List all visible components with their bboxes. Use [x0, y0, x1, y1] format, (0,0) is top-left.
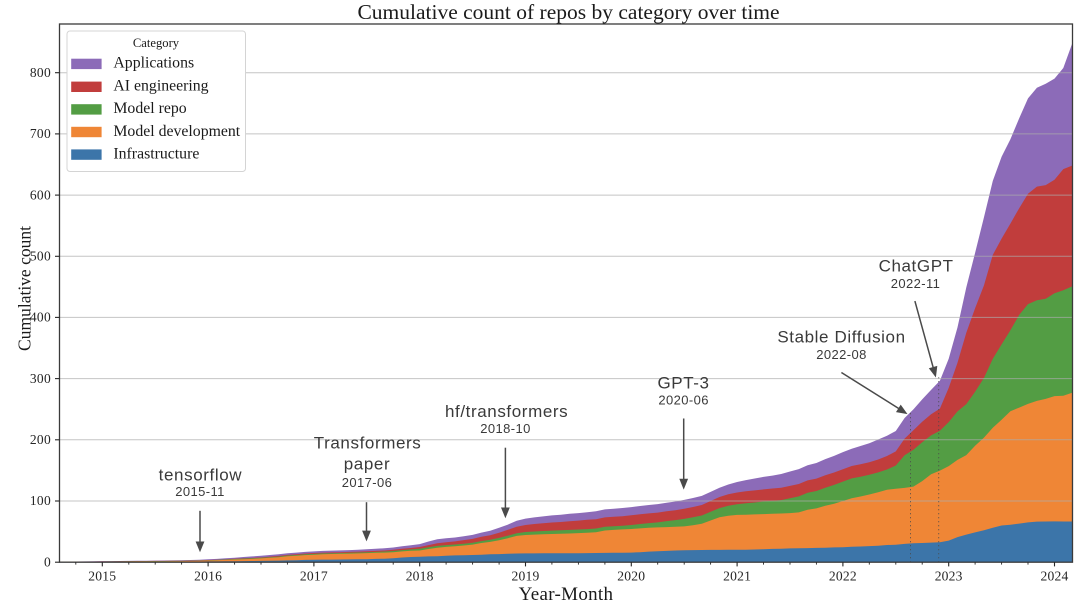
- svg-text:Cumulative count: Cumulative count: [15, 226, 35, 351]
- svg-text:2019: 2019: [512, 568, 540, 583]
- svg-text:200: 200: [30, 432, 51, 447]
- svg-text:2022-11: 2022-11: [891, 276, 941, 291]
- svg-text:2018-10: 2018-10: [480, 421, 531, 436]
- svg-text:500: 500: [30, 249, 51, 264]
- svg-text:100: 100: [30, 493, 51, 508]
- svg-text:Transformers: Transformers: [314, 433, 422, 452]
- svg-text:600: 600: [30, 187, 51, 202]
- svg-text:700: 700: [30, 126, 51, 141]
- svg-text:Cumulative count of repos by c: Cumulative count of repos by category ov…: [357, 0, 779, 24]
- svg-text:2020: 2020: [617, 568, 645, 583]
- svg-text:Applications: Applications: [113, 55, 194, 72]
- svg-text:2016: 2016: [194, 568, 222, 583]
- svg-text:paper: paper: [344, 455, 390, 474]
- svg-text:tensorflow: tensorflow: [159, 466, 243, 485]
- svg-text:800: 800: [30, 65, 51, 80]
- svg-text:Year-Month: Year-Month: [519, 584, 614, 605]
- svg-text:2017: 2017: [300, 568, 328, 583]
- svg-text:2023: 2023: [935, 568, 963, 583]
- svg-text:GPT-3: GPT-3: [657, 373, 709, 392]
- svg-text:2017-06: 2017-06: [342, 475, 393, 490]
- svg-text:ChatGPT: ChatGPT: [879, 256, 954, 275]
- svg-text:2024: 2024: [1041, 568, 1069, 583]
- svg-text:Category: Category: [133, 36, 180, 50]
- svg-text:hf/transformers: hf/transformers: [445, 402, 568, 421]
- svg-text:400: 400: [30, 310, 51, 325]
- svg-text:Model repo: Model repo: [113, 100, 186, 117]
- svg-text:Stable Diffusion: Stable Diffusion: [777, 328, 905, 347]
- svg-text:2021: 2021: [723, 568, 751, 583]
- svg-text:2015: 2015: [88, 568, 116, 583]
- svg-text:2022: 2022: [829, 568, 857, 583]
- svg-text:Model development: Model development: [113, 123, 240, 140]
- svg-text:2022-08: 2022-08: [816, 347, 867, 362]
- svg-text:Infrastructure: Infrastructure: [113, 145, 199, 162]
- svg-text:2018: 2018: [406, 568, 434, 583]
- svg-text:2020-06: 2020-06: [658, 392, 709, 407]
- svg-text:AI engineering: AI engineering: [113, 78, 208, 95]
- svg-text:0: 0: [44, 554, 51, 569]
- svg-text:300: 300: [30, 371, 51, 386]
- svg-text:2015-11: 2015-11: [175, 484, 225, 499]
